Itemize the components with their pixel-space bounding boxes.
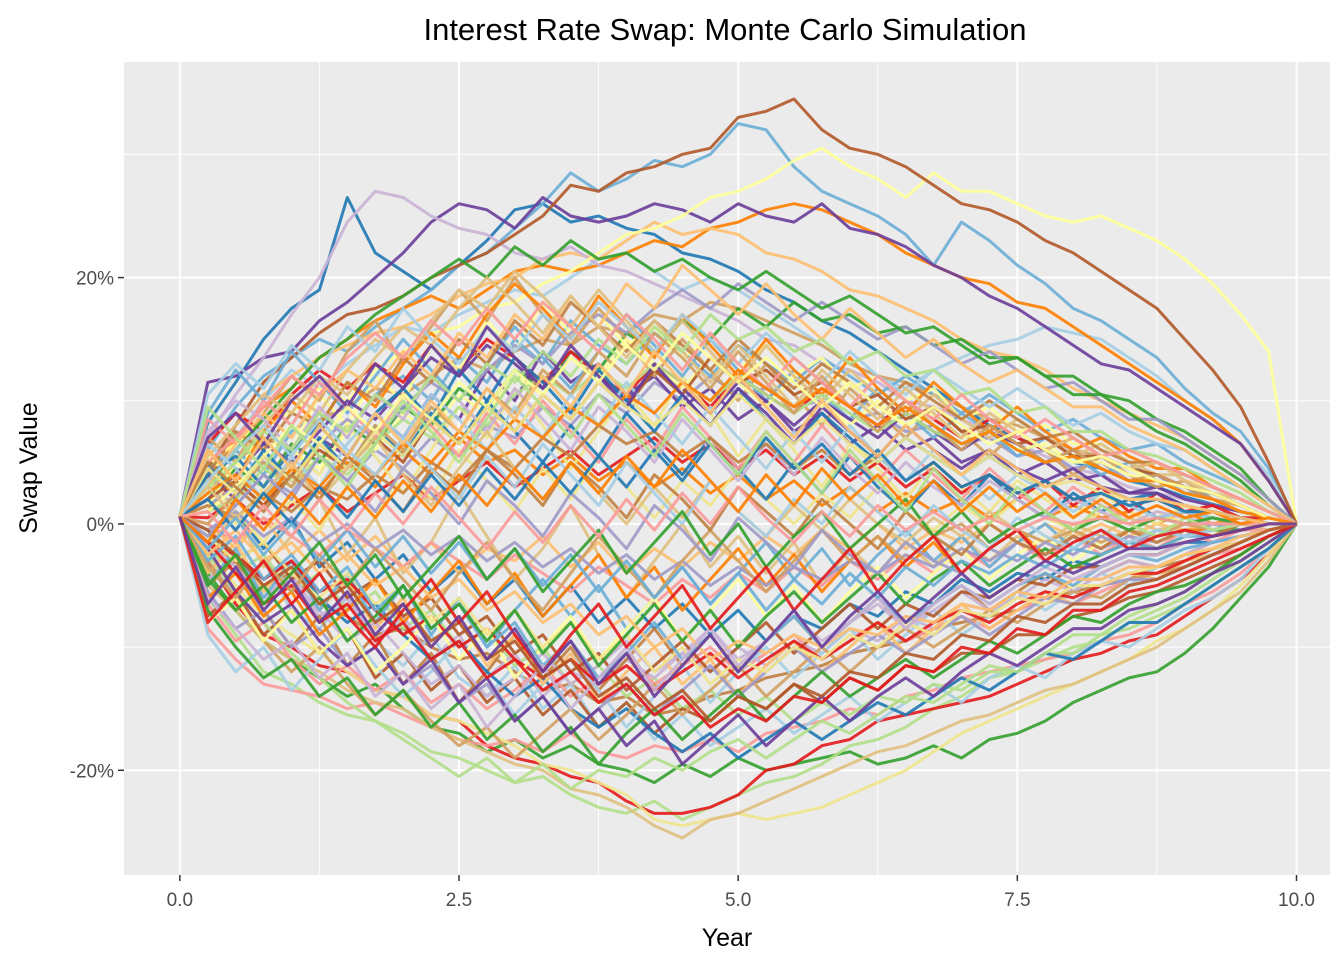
x-tick-label: 10.0	[1278, 890, 1315, 911]
y-tick-label: 20%	[76, 269, 114, 290]
series-line-77	[178, 313, 1298, 526]
series-line-85	[179, 515, 1297, 723]
series-line-9	[178, 220, 1298, 526]
series-line-34	[178, 276, 1297, 526]
series-line-90	[178, 454, 1297, 575]
y-axis: -20% 0% 20%	[70, 269, 124, 782]
series-line-100	[178, 516, 1297, 698]
series-line-40	[178, 239, 1298, 526]
y-tick-label: -20%	[70, 761, 114, 782]
series-line-10	[178, 196, 1298, 525]
series-line-41	[178, 515, 1298, 791]
series-line-2	[178, 122, 1298, 525]
series-line-80	[178, 368, 1297, 526]
simulation-paths	[178, 97, 1298, 840]
series-line-88	[178, 515, 1297, 612]
series-line-96	[178, 516, 1297, 674]
series-line-78	[178, 515, 1298, 729]
series-line-81	[178, 515, 1297, 661]
series-line-94	[178, 497, 1297, 606]
series-line-99	[178, 350, 1297, 526]
series-line-83	[178, 516, 1297, 729]
chart-title: Interest Rate Swap: Monte Carlo Simulati…	[423, 12, 1026, 47]
x-axis-title: Year	[702, 924, 753, 952]
series-line-36	[179, 282, 1298, 526]
series-line-11	[178, 189, 1297, 526]
x-tick-label: 2.5	[446, 890, 472, 911]
series-line-13	[178, 97, 1298, 525]
x-tick-label: 7.5	[1004, 890, 1030, 911]
series-line-63	[178, 263, 1298, 526]
series-line-82	[178, 325, 1297, 526]
x-tick-label: 5.0	[725, 890, 751, 911]
x-axis: 0.0 2.5 5.0 7.5 10.0	[167, 875, 1315, 911]
series-line-84	[179, 331, 1297, 526]
y-tick-label: 0%	[87, 515, 115, 536]
series-line-98	[178, 448, 1297, 544]
series-line-15	[178, 515, 1298, 840]
x-tick-label: 0.0	[167, 890, 193, 911]
series-line-92	[178, 515, 1297, 612]
series-line-58	[178, 516, 1298, 766]
series-line-86	[178, 380, 1297, 526]
series-line-64	[178, 515, 1298, 766]
series-line-8	[178, 202, 1298, 525]
y-axis-title: Swap Value	[15, 402, 43, 534]
series-line-95	[178, 374, 1297, 538]
series-line-79	[178, 300, 1298, 526]
series-line-72	[179, 510, 1297, 587]
